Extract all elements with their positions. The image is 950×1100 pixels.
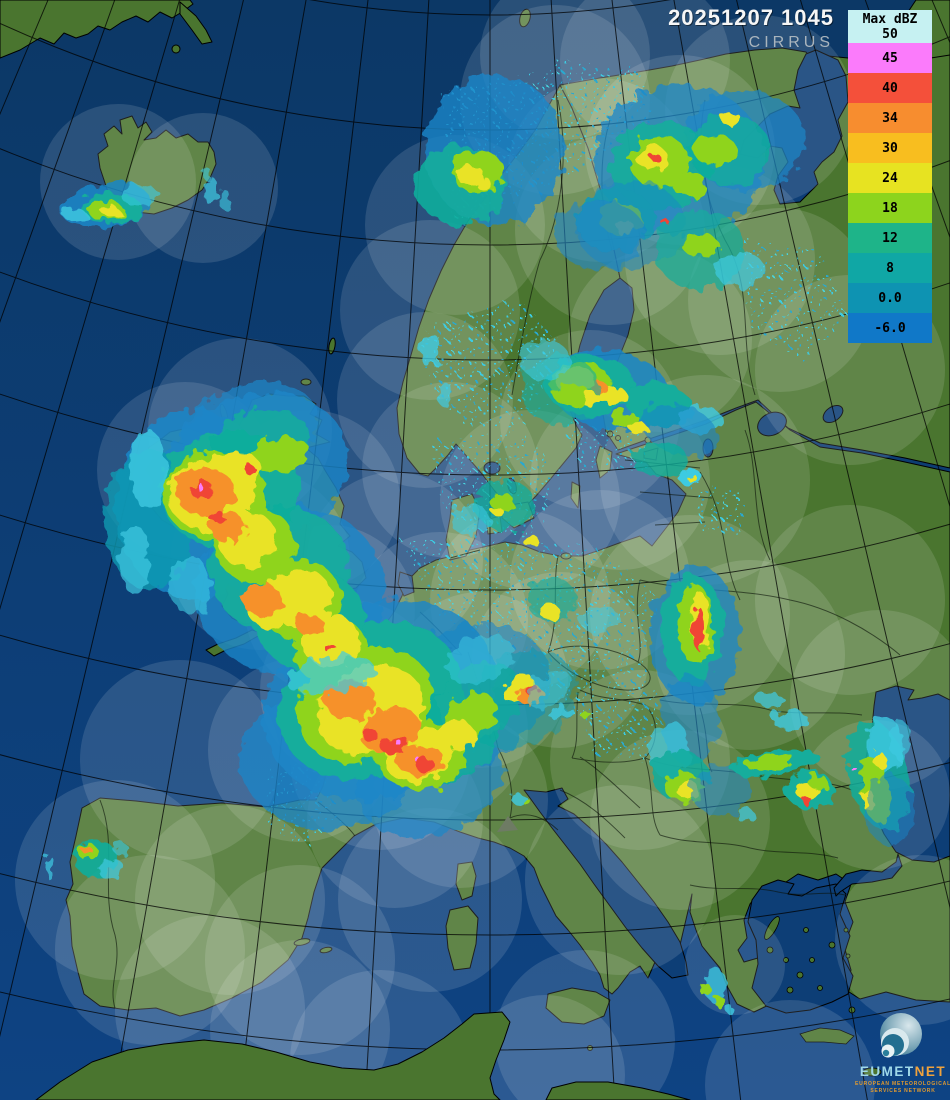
logo-subtitle-2: SERVICES NETWORK (870, 1088, 935, 1094)
legend-value: 0.0 (878, 290, 902, 306)
legend-row: -6.0 (848, 313, 932, 343)
legend-value: 50 (882, 27, 898, 42)
precipitation-misc (46, 166, 734, 1014)
logo-subtitle-1: EUROPEAN METEOROLOGICAL (855, 1081, 950, 1087)
legend-title: Max dBZ (862, 12, 918, 27)
timestamp-block: 20251207 1045 CIRRUS (668, 5, 834, 52)
legend-value: 18 (882, 200, 898, 216)
legend-value: 40 (882, 80, 898, 96)
legend-row: 30 (848, 133, 932, 163)
legend-value: -6.0 (874, 320, 906, 336)
legend-value: 45 (882, 50, 898, 66)
logo-text-net: NET (915, 1064, 947, 1079)
precipitation-west-system (105, 382, 591, 838)
legend-row: 45 (848, 43, 932, 73)
logo-text-eumet: EUMET (860, 1064, 915, 1079)
legend-row: 18 (848, 193, 932, 223)
legend-row: 24 (848, 163, 932, 193)
product-label: CIRRUS (748, 34, 834, 51)
eumetnet-logo: EUMETNET EUROPEAN METEOROLOGICAL SERVICE… (855, 1013, 950, 1094)
legend-row: 8 (848, 253, 932, 283)
africa-land (35, 1011, 691, 1100)
legend-value: 8 (886, 260, 894, 276)
legend-value: 12 (882, 230, 898, 246)
legend-row: 0.0 (848, 283, 932, 313)
aegean-islands (764, 916, 882, 1077)
legend-row: 40 (848, 73, 932, 103)
precipitation-east-band (650, 565, 915, 845)
precipitation-baltic (450, 340, 722, 634)
terrain-artifact (497, 816, 518, 832)
dbz-legend: Max dBZ 50 45 40 34 30 24 18 12 8 0.0 -6… (848, 10, 932, 343)
legend-row: 34 (848, 103, 932, 133)
timestamp: 20251207 1045 (668, 5, 834, 30)
legend-value: 24 (882, 170, 898, 186)
legend-value: 30 (882, 140, 898, 156)
legend-header: Max dBZ 50 (848, 10, 932, 43)
legend-row: 12 (848, 223, 932, 253)
precipitation-north (415, 75, 805, 407)
logo-wordmark: EUMETNET (860, 1064, 946, 1079)
legend-value: 34 (882, 110, 898, 126)
logo-circle-core (882, 1049, 890, 1057)
